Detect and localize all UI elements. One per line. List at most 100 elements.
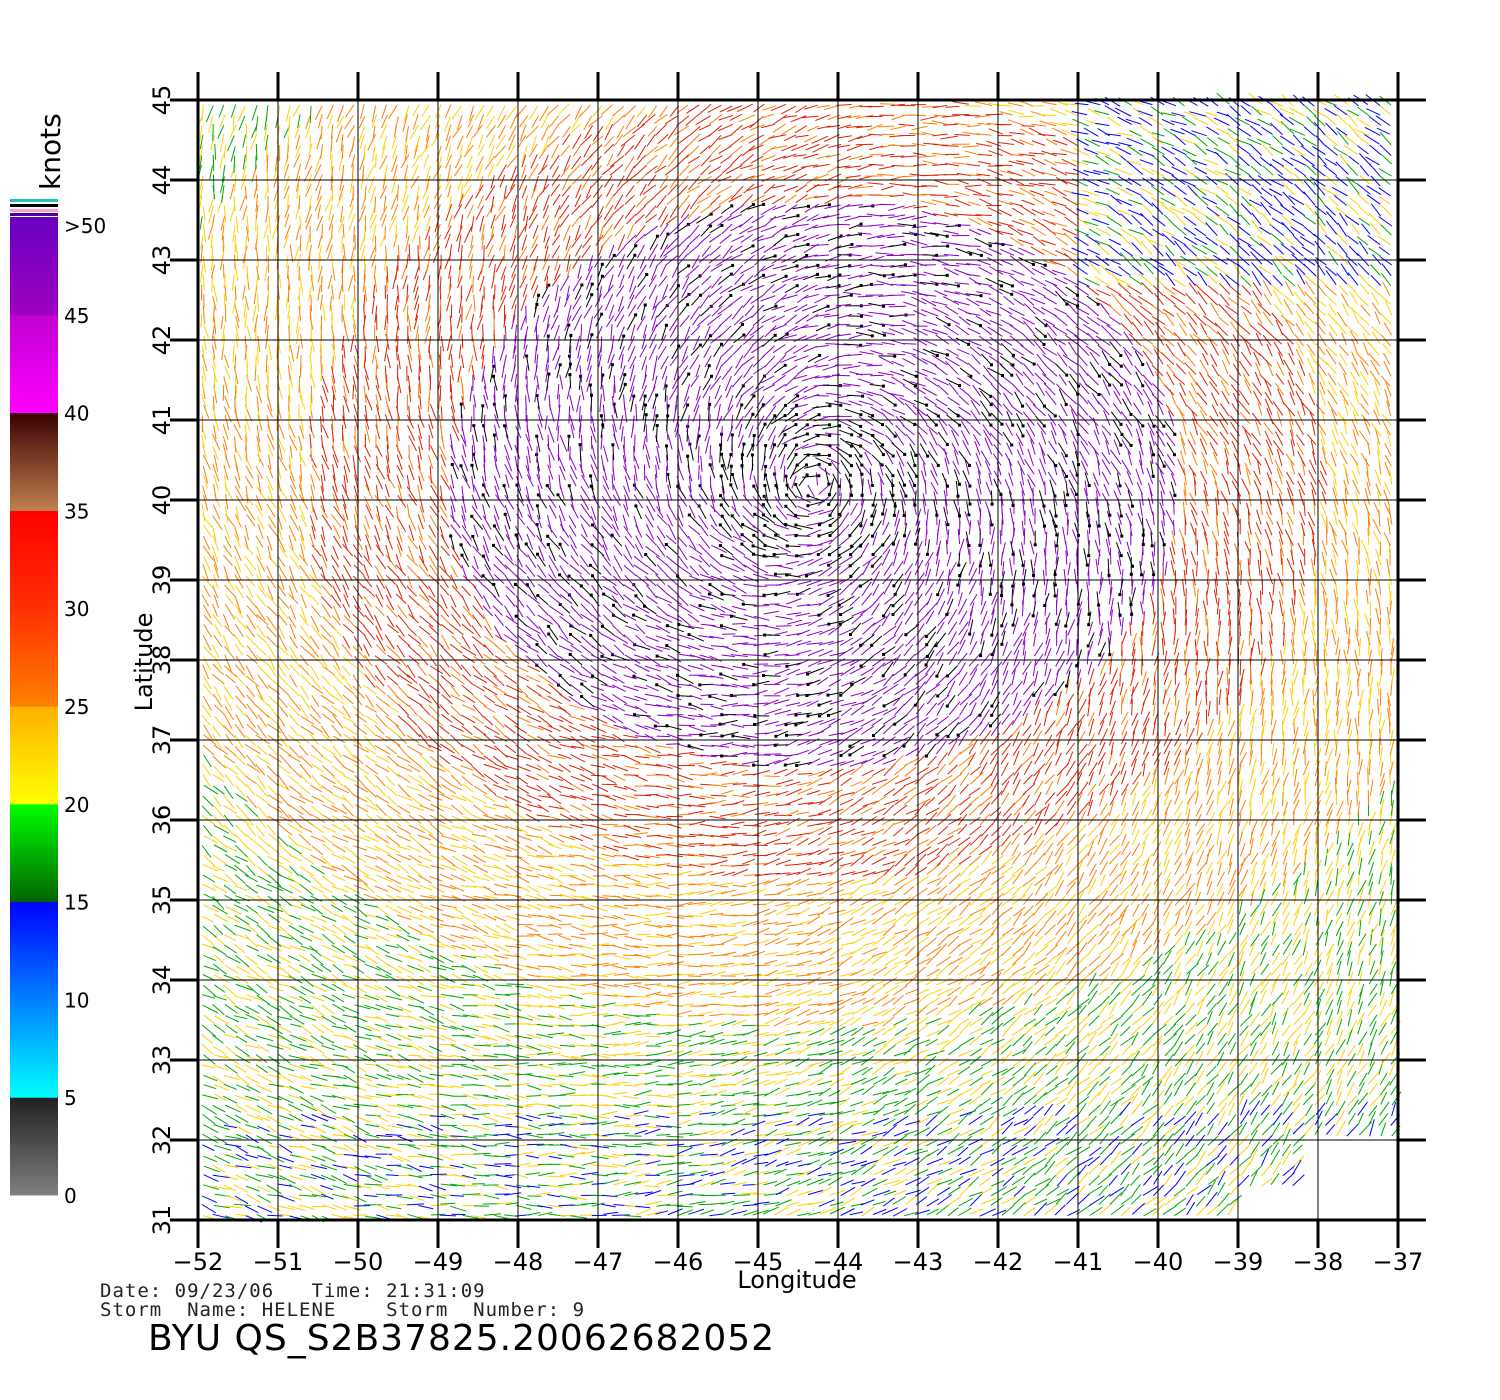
wind-vector: [1001, 906, 1013, 916]
wind-vector: [1024, 1062, 1037, 1077]
wind-vector: [592, 783, 609, 793]
wind-vector: [785, 797, 803, 805]
wind-vector: [224, 1034, 238, 1039]
wind-vector: [430, 1143, 448, 1148]
wind-vector: [386, 1044, 403, 1050]
wind-vector: [514, 1035, 533, 1040]
wind-vector: [322, 765, 335, 777]
wind-vector: [1055, 1156, 1069, 1167]
wind-vector: [785, 1104, 800, 1107]
wind-vector: [678, 1080, 693, 1085]
wind-vector: [732, 1200, 750, 1205]
wind-vector: [568, 1134, 587, 1139]
wind-vector: [763, 852, 777, 857]
wind-vector: [1011, 1176, 1026, 1186]
wind-vector: [1034, 1202, 1048, 1216]
wind-vector: [947, 1207, 959, 1217]
wind-vector: [1228, 1141, 1239, 1155]
wind-vector: [990, 1157, 1005, 1167]
wind-vector: [1324, 1032, 1332, 1046]
wind-vector: [948, 1132, 960, 1145]
wind-vector: [1141, 975, 1153, 987]
wind-vector: [1260, 1030, 1268, 1045]
wind-vector: [1206, 1074, 1219, 1085]
wind-vector: [430, 1105, 448, 1109]
wind-vector: [763, 1087, 781, 1097]
wind-vector: [850, 1143, 867, 1155]
wind-vector: [1067, 770, 1079, 785]
wind-vector: [1119, 1154, 1132, 1166]
wind-vector: [969, 928, 983, 936]
wind-vector: [289, 1175, 304, 1181]
wind-vector: [720, 901, 734, 906]
wind-vector: [1186, 873, 1192, 887]
wind-vector: [1088, 1175, 1100, 1186]
wind-vector: [927, 1050, 945, 1057]
wind-vector: [279, 815, 293, 823]
wind-vector: [537, 845, 553, 855]
wind-vector: [936, 1042, 949, 1055]
wind-vector: [947, 764, 958, 775]
wind-vector: [526, 774, 539, 781]
wind-vector: [1250, 933, 1260, 947]
wind-vector: [678, 1161, 692, 1165]
wind-vector: [1185, 941, 1195, 955]
wind-vector: [851, 1109, 869, 1116]
wind-vector: [893, 1018, 908, 1026]
wind-vector: [969, 1017, 983, 1027]
wind-vector: [1066, 1156, 1078, 1166]
wind-vector: [1294, 1114, 1307, 1127]
wind-vector: [288, 1063, 306, 1070]
wind-vector: [752, 770, 771, 776]
wind-vector: [904, 1167, 919, 1176]
wind-vector: [1108, 1174, 1118, 1186]
wind-vector: [310, 1035, 324, 1045]
wind-vector: [591, 1024, 606, 1029]
wind-vector: [450, 1194, 464, 1197]
wind-vector: [1240, 853, 1250, 867]
wind-vector: [753, 844, 768, 846]
wind-vector: [807, 1099, 823, 1107]
wind-vector: [234, 1045, 250, 1057]
wind-vector: [818, 1199, 835, 1207]
wind-vector: [418, 1104, 434, 1110]
wind-vector: [936, 852, 950, 867]
wind-vector: [936, 1099, 952, 1105]
wind-vector: [699, 1038, 716, 1046]
wind-vector: [1077, 979, 1088, 996]
wind-vector: [947, 1069, 961, 1077]
wind-vector: [817, 1186, 833, 1196]
wind-vector: [408, 1094, 422, 1099]
wind-vector: [1175, 1155, 1187, 1165]
wind-vector: [1184, 920, 1193, 935]
wind-vector: [1000, 1044, 1012, 1055]
wind-vector: [473, 1152, 491, 1155]
wind-vector: [450, 1183, 465, 1187]
wind-vector: [419, 1145, 437, 1148]
wind-vector: [212, 1034, 224, 1044]
wind-vector: [1023, 1086, 1036, 1095]
wind-vector: [1369, 1119, 1375, 1137]
wind-vector: [1292, 1159, 1302, 1175]
wind-vector: [1390, 1030, 1398, 1045]
wind-vector: [656, 785, 673, 790]
wind-vector: [1130, 1155, 1142, 1166]
wind-vector: [936, 1039, 950, 1046]
wind-vector: [245, 915, 259, 925]
wind-vector: [234, 1095, 252, 1102]
wind-vector: [245, 1104, 261, 1114]
wind-vector: [882, 1124, 898, 1137]
wind-vector: [699, 1141, 718, 1145]
wind-vector: [1002, 1006, 1016, 1016]
wind-vector: [1282, 1122, 1290, 1135]
wind-vector: [1077, 1061, 1089, 1076]
wind-vector: [808, 1201, 825, 1206]
wind-vector: [1261, 1149, 1269, 1166]
wind-vector: [1207, 1123, 1214, 1136]
wind-vector: [806, 892, 821, 897]
wind-vector: [450, 1153, 464, 1156]
wind-vector: [1194, 985, 1206, 996]
wind-vector: [299, 805, 312, 817]
wind-vector: [440, 1165, 457, 1170]
wind-vector: [721, 1122, 739, 1126]
